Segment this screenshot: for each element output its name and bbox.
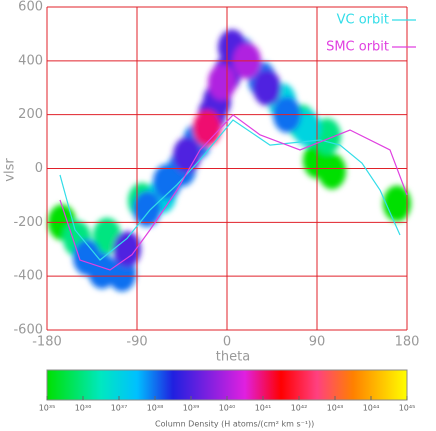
y-tick-label: -200 — [13, 215, 43, 230]
x-axis-label: theta — [216, 350, 250, 365]
colorbar — [46, 369, 408, 401]
colorbar-label: Column Density (H atoms/(cm² km s⁻¹)) — [155, 420, 314, 429]
y-tick-label: 600 — [18, 0, 43, 15]
x-tick-label: 0 — [223, 335, 231, 350]
x-tick-label: -90 — [126, 335, 147, 350]
colorbar-tick-label: 10³⁶ — [75, 404, 92, 413]
orbit-line — [59, 114, 408, 271]
colorbar-tick-label: 10⁴³ — [327, 404, 344, 413]
colorbar-tick-label: 10⁴⁴ — [363, 404, 380, 413]
colorbar-tick-label: 10³⁸ — [147, 404, 164, 413]
y-tick-label: -400 — [13, 269, 43, 284]
legend-label: SMC orbit — [326, 40, 389, 55]
x-tick-label: -180 — [32, 335, 62, 350]
colorbar-tick-label: 10³⁵ — [39, 404, 56, 413]
colorbar-tick-label: 10⁴⁵ — [399, 404, 416, 413]
x-tick-label: 90 — [309, 335, 326, 350]
density-cell — [193, 110, 221, 147]
density-cell — [113, 231, 141, 268]
density-cell — [318, 153, 346, 190]
colorbar-tick-label: 10⁴² — [291, 404, 308, 413]
y-tick-label: 0 — [35, 161, 43, 176]
density-cell — [173, 137, 201, 174]
density-layer — [48, 29, 411, 292]
density-cell — [253, 69, 281, 106]
y-axis-label: vlsr — [3, 158, 18, 182]
orbit-line — [59, 119, 401, 261]
colorbar-tick-label: 10⁴⁰ — [219, 404, 236, 413]
x-tick-label: 180 — [395, 335, 420, 350]
colorbar-tick-label: 10³⁹ — [183, 404, 200, 413]
colorbar-tick-label: 10⁴¹ — [255, 404, 272, 413]
density-cell — [133, 190, 161, 227]
colorbar-tick-label: 10³⁷ — [111, 404, 128, 413]
y-tick-label: 200 — [18, 107, 43, 122]
legend-label: VC orbit — [337, 13, 389, 28]
y-tick-label: -600 — [13, 323, 43, 338]
y-tick-label: 400 — [18, 53, 43, 68]
density-cell — [208, 64, 236, 101]
